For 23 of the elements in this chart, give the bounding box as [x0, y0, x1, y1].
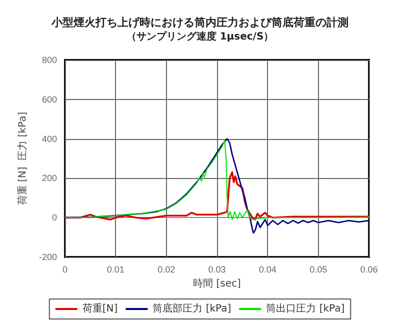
line-series — [64, 138, 370, 234]
line-series — [64, 140, 370, 220]
y-axis-title: 荷重 [N] 圧力 [kPa] — [16, 112, 29, 206]
y-tick-label: 0 — [52, 212, 57, 223]
x-tick-label: 0.01 — [106, 264, 124, 274]
x-tick-label: 0.05 — [310, 264, 328, 274]
x-tick-label: 0 — [62, 264, 68, 274]
legend-label: 筒出口圧力 [kPa] — [266, 302, 345, 314]
y-tick-label: 200 — [42, 173, 57, 184]
x-tick-label: 0.02 — [158, 264, 176, 274]
x-tick-label: 0.04 — [258, 264, 276, 274]
x-tick-label: 0.03 — [208, 264, 226, 274]
legend-label: 荷重[N] — [82, 302, 118, 314]
line-series — [64, 171, 370, 220]
x-tick-label: 0.06 — [360, 264, 378, 274]
legend-label: 筒底部圧力 [kPa] — [152, 302, 232, 314]
y-tick-label: 800 — [42, 55, 57, 65]
y-tick-label: -200 — [38, 252, 57, 262]
chart-subtitle: （サンプリング速度 1μsec/S） — [126, 30, 274, 42]
x-axis-title: 時間 [sec] — [193, 277, 242, 290]
chart-title: 小型煙火打ち上げ時における筒内圧力および筒底荷重の計測 — [50, 16, 348, 29]
y-tick-label: 400 — [42, 134, 57, 144]
y-tick-label: 600 — [42, 94, 57, 104]
